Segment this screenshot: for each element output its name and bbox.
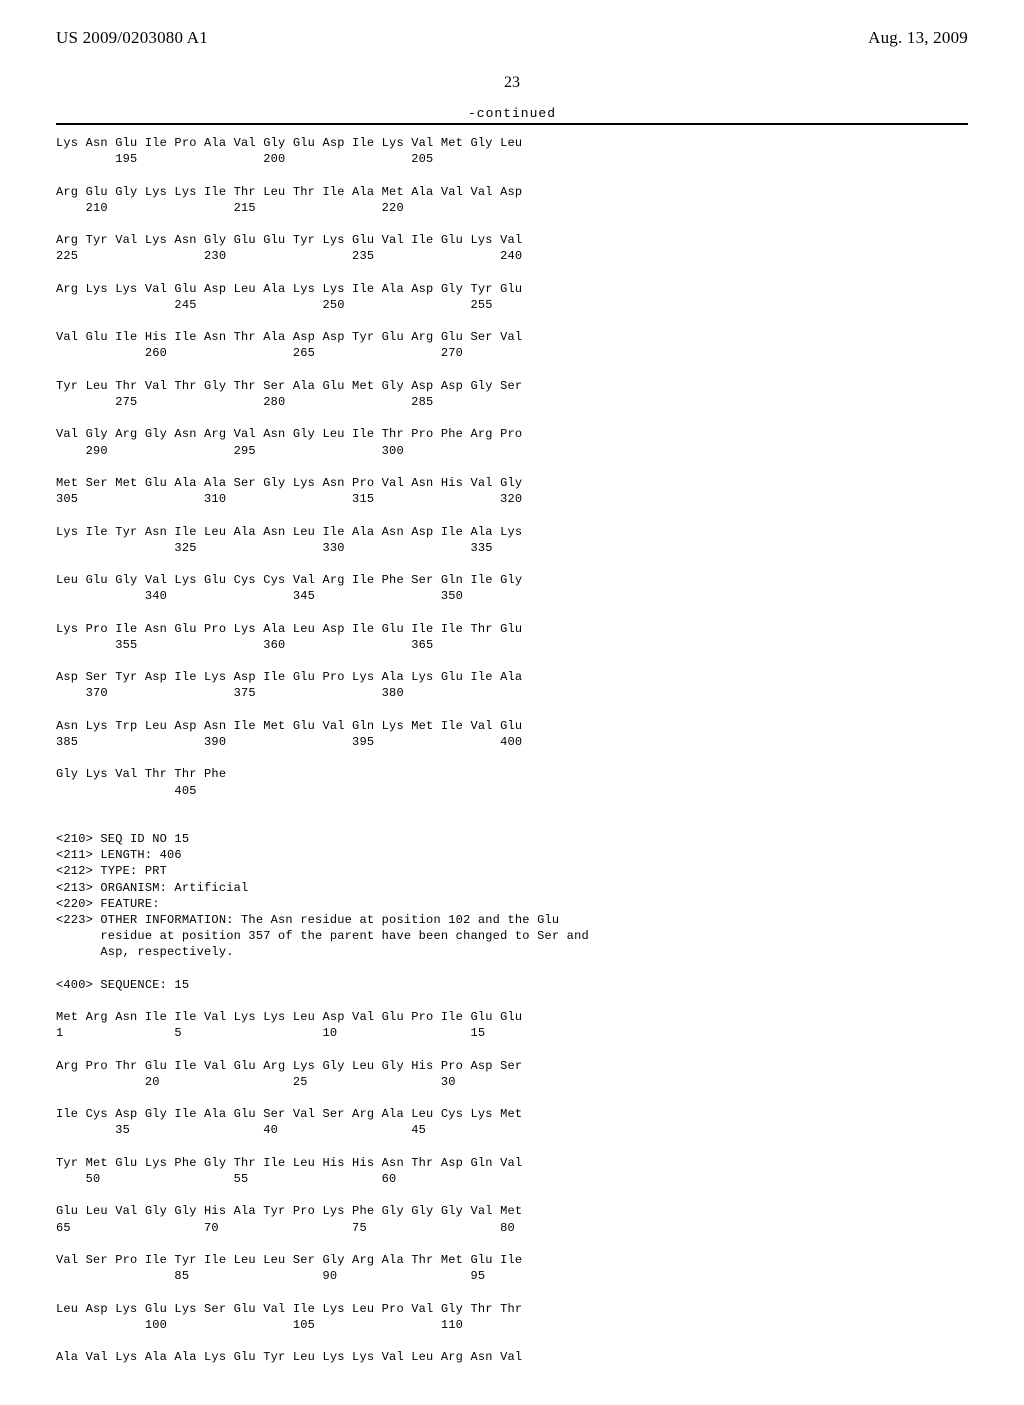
publication-number: US 2009/0203080 A1 xyxy=(56,28,208,48)
continued-label: -continued xyxy=(56,106,968,121)
horizontal-rule xyxy=(56,123,968,125)
page-header: US 2009/0203080 A1 Aug. 13, 2009 xyxy=(56,28,968,48)
sequence-listing: Lys Asn Glu Ile Pro Ala Val Gly Glu Asp … xyxy=(56,135,968,1365)
page-number: 23 xyxy=(56,74,968,92)
publication-date: Aug. 13, 2009 xyxy=(868,28,968,48)
